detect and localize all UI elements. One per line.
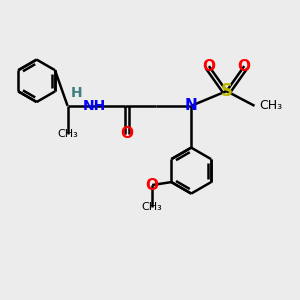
Text: O: O xyxy=(146,178,159,193)
Text: NH: NH xyxy=(82,99,106,113)
Text: O: O xyxy=(238,58,251,74)
Text: O: O xyxy=(120,126,133,141)
Text: S: S xyxy=(220,82,232,100)
Text: O: O xyxy=(202,58,215,74)
Text: CH₃: CH₃ xyxy=(57,129,78,139)
Text: CH₃: CH₃ xyxy=(259,99,282,112)
Text: H: H xyxy=(70,86,82,100)
Text: CH₃: CH₃ xyxy=(142,202,163,212)
Text: N: N xyxy=(185,98,198,113)
